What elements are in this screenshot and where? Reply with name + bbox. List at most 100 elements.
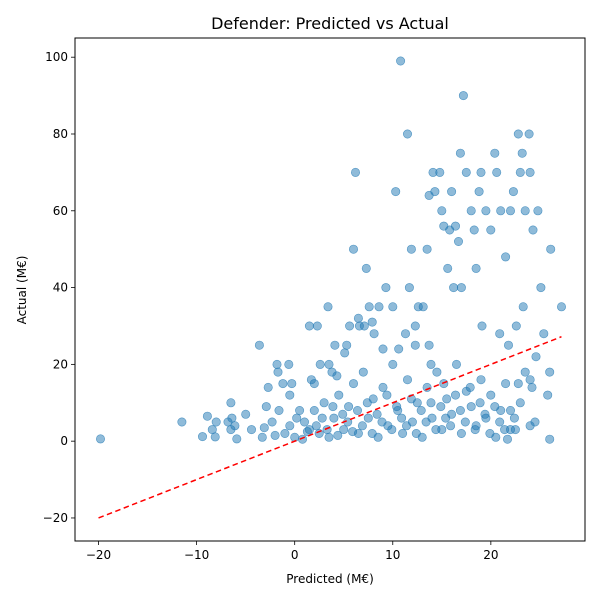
data-point (274, 405, 284, 415)
data-point (353, 313, 363, 323)
data-point (443, 263, 453, 273)
data-point (374, 302, 384, 312)
data-point (501, 379, 511, 389)
data-point (515, 167, 525, 177)
data-point (227, 413, 237, 423)
data-point (422, 382, 432, 392)
data-point (211, 417, 221, 427)
data-point (332, 371, 342, 381)
data-point (369, 329, 379, 339)
data-point (455, 148, 465, 158)
data-point (520, 206, 530, 216)
data-point (388, 302, 398, 312)
reference-line-layer (98, 336, 562, 519)
data-point (449, 283, 459, 293)
data-point (378, 344, 388, 354)
data-point (340, 348, 350, 358)
data-point (322, 425, 332, 435)
data-point (513, 129, 523, 139)
data-point (513, 379, 523, 389)
data-point (490, 148, 500, 158)
data-point (344, 402, 354, 412)
data-point (456, 283, 466, 293)
data-point (388, 359, 398, 369)
data-point (430, 187, 440, 197)
data-point (410, 340, 420, 350)
data-point (456, 428, 466, 438)
data-point (485, 428, 495, 438)
data-point (401, 421, 411, 431)
data-point (536, 283, 546, 293)
data-point (350, 167, 360, 177)
x-axis-ticks: −20 −10 0 10 20 (86, 541, 498, 562)
data-point (508, 187, 518, 197)
data-point (319, 398, 329, 408)
data-point (486, 225, 496, 235)
data-point (295, 405, 305, 415)
data-point (470, 425, 480, 435)
data-point (378, 382, 388, 392)
data-point (273, 367, 283, 377)
data-point (329, 413, 339, 423)
data-point (323, 302, 333, 312)
data-point (297, 434, 307, 444)
data-point (528, 225, 538, 235)
x-tick-label: 0 (291, 548, 299, 562)
data-point (435, 167, 445, 177)
data-point (311, 421, 321, 431)
data-point (404, 283, 414, 293)
data-point (278, 379, 288, 389)
data-point (481, 206, 491, 216)
data-point (525, 421, 535, 431)
data-point (362, 398, 372, 408)
data-point (198, 432, 208, 442)
data-point (397, 413, 407, 423)
data-point (398, 428, 408, 438)
data-point (520, 367, 530, 377)
data-point (257, 432, 267, 442)
data-point (460, 417, 470, 427)
data-point (500, 425, 510, 435)
data-point (210, 432, 220, 442)
data-point (394, 344, 404, 354)
data-point (363, 413, 373, 423)
data-point (315, 359, 325, 369)
data-point (525, 167, 535, 177)
data-point (539, 329, 549, 339)
data-point (317, 413, 327, 423)
data-point (285, 421, 295, 431)
data-point (545, 434, 555, 444)
data-point (287, 379, 297, 389)
data-point (422, 244, 432, 254)
x-tick-label: −10 (184, 548, 209, 562)
data-point (372, 409, 382, 419)
data-point (330, 340, 340, 350)
data-point (421, 417, 431, 427)
y-tick-label: 0 (60, 434, 68, 448)
chart-title: Defender: Predicted vs Actual (211, 14, 449, 33)
data-point (292, 413, 302, 423)
data-point (280, 428, 290, 438)
y-tick-label: 20 (53, 357, 68, 371)
data-point (545, 367, 555, 377)
data-point (226, 398, 236, 408)
data-point (309, 379, 319, 389)
data-point (261, 402, 271, 412)
data-point (439, 379, 449, 389)
data-point (324, 359, 334, 369)
data-point (232, 434, 242, 444)
data-point (441, 413, 451, 423)
data-point (503, 340, 513, 350)
data-point (263, 382, 273, 392)
data-point (284, 359, 294, 369)
data-point (339, 425, 349, 435)
data-point (546, 244, 556, 254)
y-tick-label: 40 (53, 281, 68, 295)
data-point (342, 340, 352, 350)
data-point (475, 398, 485, 408)
data-point (290, 432, 300, 442)
data-point (367, 428, 377, 438)
data-point (436, 402, 446, 412)
data-point (348, 427, 358, 437)
